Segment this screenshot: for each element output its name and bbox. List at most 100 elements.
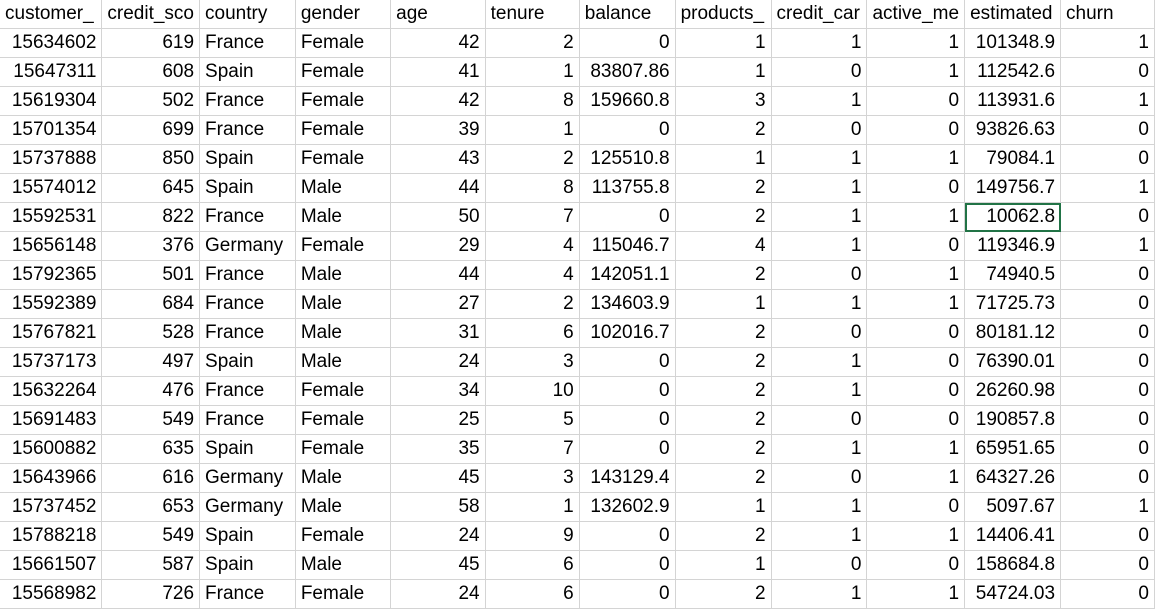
table-cell[interactable]: 79084.1 (964, 144, 1062, 174)
table-cell[interactable]: 645 (101, 173, 201, 203)
table-cell[interactable]: 1 (771, 434, 868, 464)
table-cell[interactable]: 0 (866, 231, 966, 261)
table-cell[interactable]: France (199, 28, 296, 58)
table-cell[interactable]: Female (295, 376, 392, 406)
table-cell[interactable]: 653 (101, 492, 201, 522)
table-cell[interactable]: France (199, 115, 296, 145)
table-cell[interactable]: 2 (675, 347, 772, 377)
table-cell[interactable]: 0 (579, 434, 676, 464)
table-cell[interactable]: 1 (771, 173, 868, 203)
table-cell[interactable]: France (199, 405, 296, 435)
table-cell[interactable]: 27 (390, 289, 486, 319)
table-cell[interactable]: Male (295, 463, 392, 493)
table-cell[interactable]: Male (295, 202, 392, 232)
table-cell[interactable]: Male (295, 173, 392, 203)
table-cell[interactable]: 0 (1060, 144, 1155, 174)
table-cell[interactable]: 619 (101, 28, 201, 58)
table-cell[interactable]: 1 (675, 550, 772, 580)
table-cell[interactable]: 376 (101, 231, 201, 261)
table-cell[interactable]: 699 (101, 115, 201, 145)
column-header[interactable]: products_ (675, 0, 772, 29)
table-cell[interactable]: 15592389 (0, 289, 103, 319)
table-cell[interactable]: 1 (771, 376, 868, 406)
table-cell[interactable]: 1 (866, 289, 966, 319)
table-cell[interactable]: 25 (390, 405, 486, 435)
table-cell[interactable]: 3 (485, 347, 580, 377)
table-cell[interactable]: 501 (101, 260, 201, 290)
table-cell[interactable]: 134603.9 (579, 289, 676, 319)
table-cell[interactable]: 549 (101, 405, 201, 435)
table-cell[interactable]: 15643966 (0, 463, 103, 493)
table-cell[interactable]: 6 (485, 318, 580, 348)
table-cell[interactable]: 10062.8 (964, 202, 1062, 232)
table-cell[interactable]: 15792365 (0, 260, 103, 290)
table-cell[interactable]: 113755.8 (579, 173, 676, 203)
table-cell[interactable]: Germany (199, 492, 296, 522)
table-cell[interactable]: 1 (675, 492, 772, 522)
column-header[interactable]: age (390, 0, 486, 29)
table-cell[interactable]: 7 (485, 434, 580, 464)
table-cell[interactable]: France (199, 318, 296, 348)
table-cell[interactable]: 502 (101, 86, 201, 116)
table-cell[interactable]: 0 (579, 579, 676, 609)
table-cell[interactable]: 635 (101, 434, 201, 464)
table-cell[interactable]: 0 (1060, 260, 1155, 290)
table-cell[interactable]: 0 (771, 405, 868, 435)
table-cell[interactable]: 0 (1060, 347, 1155, 377)
table-cell[interactable]: 0 (771, 115, 868, 145)
table-cell[interactable]: 1 (771, 231, 868, 261)
table-cell[interactable]: Male (295, 260, 392, 290)
table-cell[interactable]: 143129.4 (579, 463, 676, 493)
table-cell[interactable]: 58 (390, 492, 486, 522)
table-cell[interactable]: 39 (390, 115, 486, 145)
table-cell[interactable]: Germany (199, 231, 296, 261)
table-cell[interactable]: Female (295, 86, 392, 116)
table-cell[interactable]: 8 (485, 86, 580, 116)
column-header[interactable]: gender (295, 0, 392, 29)
table-cell[interactable]: Spain (199, 347, 296, 377)
table-cell[interactable]: Male (295, 347, 392, 377)
table-cell[interactable]: Female (295, 434, 392, 464)
table-cell[interactable]: 0 (866, 492, 966, 522)
table-cell[interactable]: 4 (485, 260, 580, 290)
table-cell[interactable]: 2 (675, 434, 772, 464)
table-cell[interactable]: France (199, 202, 296, 232)
table-cell[interactable]: 0 (579, 202, 676, 232)
table-cell[interactable]: 1 (1060, 28, 1155, 58)
table-cell[interactable]: Male (295, 318, 392, 348)
table-cell[interactable]: 1 (771, 202, 868, 232)
table-cell[interactable]: 684 (101, 289, 201, 319)
table-cell[interactable]: 0 (866, 86, 966, 116)
table-cell[interactable]: 7 (485, 202, 580, 232)
table-cell[interactable]: 2 (675, 318, 772, 348)
table-cell[interactable]: 15767821 (0, 318, 103, 348)
table-cell[interactable]: 112542.6 (964, 57, 1062, 87)
table-cell[interactable]: Spain (199, 144, 296, 174)
table-cell[interactable]: Female (295, 579, 392, 609)
table-cell[interactable]: 1 (866, 521, 966, 551)
table-cell[interactable]: 9 (485, 521, 580, 551)
table-cell[interactable]: Germany (199, 463, 296, 493)
table-cell[interactable]: 1 (1060, 86, 1155, 116)
table-cell[interactable]: 0 (866, 550, 966, 580)
table-cell[interactable]: 0 (771, 463, 868, 493)
table-cell[interactable]: 149756.7 (964, 173, 1062, 203)
table-cell[interactable]: 31 (390, 318, 486, 348)
table-cell[interactable]: 15737173 (0, 347, 103, 377)
column-header[interactable]: tenure (485, 0, 580, 29)
table-cell[interactable]: 0 (1060, 550, 1155, 580)
table-cell[interactable]: 45 (390, 550, 486, 580)
table-cell[interactable]: Spain (199, 173, 296, 203)
table-cell[interactable]: 65951.65 (964, 434, 1062, 464)
table-cell[interactable]: 0 (1060, 434, 1155, 464)
table-cell[interactable]: 0 (579, 115, 676, 145)
table-cell[interactable]: 2 (675, 521, 772, 551)
table-cell[interactable]: 24 (390, 347, 486, 377)
table-cell[interactable]: Female (295, 405, 392, 435)
table-cell[interactable]: 1 (866, 579, 966, 609)
table-cell[interactable]: 15632264 (0, 376, 103, 406)
table-cell[interactable]: 1 (866, 202, 966, 232)
table-cell[interactable]: 1 (866, 463, 966, 493)
column-header[interactable]: country (199, 0, 296, 29)
table-cell[interactable]: 1 (675, 144, 772, 174)
